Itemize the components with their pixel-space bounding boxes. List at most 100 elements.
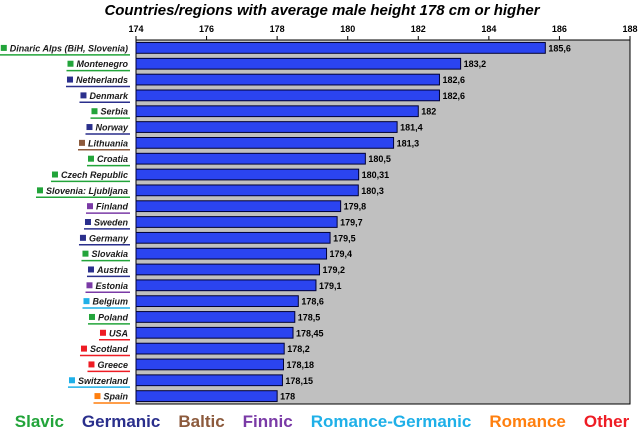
legend-item-germanic: Germanic bbox=[81, 412, 161, 431]
data-label: 178,45 bbox=[296, 328, 324, 338]
data-label: 182,6 bbox=[442, 75, 465, 85]
category-label: Spain bbox=[103, 392, 128, 402]
chart-title: Countries/regions with average male heig… bbox=[104, 2, 540, 19]
data-label: 179,1 bbox=[319, 281, 342, 291]
group-marker bbox=[87, 203, 93, 210]
category-label: Slovenia: Ljubljana bbox=[46, 186, 128, 196]
bar bbox=[135, 247, 328, 260]
data-label: 182,6 bbox=[442, 91, 465, 101]
category-label: Estonia bbox=[95, 281, 128, 291]
category-label: Switzerland bbox=[78, 376, 129, 386]
bar bbox=[135, 105, 419, 118]
group-marker bbox=[94, 393, 101, 400]
bar bbox=[135, 295, 299, 308]
data-label: 178,5 bbox=[298, 312, 321, 322]
data-label: 178,18 bbox=[286, 360, 314, 370]
x-tick-label: 174 bbox=[128, 24, 143, 34]
data-label: 183,2 bbox=[464, 59, 487, 69]
group-marker bbox=[80, 92, 87, 99]
data-label: 182 bbox=[421, 107, 436, 117]
category-label: Denmark bbox=[89, 91, 129, 101]
bar bbox=[135, 216, 338, 228]
bar bbox=[135, 184, 359, 197]
group-marker bbox=[66, 76, 73, 83]
data-label: 180,31 bbox=[362, 170, 390, 180]
data-label: 179,7 bbox=[340, 218, 363, 228]
category-label: Netherlands bbox=[76, 75, 128, 85]
data-label: 185,6 bbox=[548, 43, 571, 53]
bar bbox=[135, 358, 284, 371]
group-marker bbox=[79, 234, 86, 241]
bar bbox=[135, 311, 296, 323]
group-marker bbox=[80, 345, 87, 352]
category-label: Montenegro bbox=[77, 59, 129, 69]
data-label: 178,15 bbox=[285, 376, 313, 386]
group-marker bbox=[67, 60, 74, 67]
bar bbox=[135, 342, 285, 355]
legend: Slavic Germanic Baltic Finnic Romance-German… bbox=[0, 408, 644, 436]
x-tick-label: 186 bbox=[552, 24, 567, 34]
data-label: 179,2 bbox=[322, 265, 345, 275]
legend-item-finnic: Finnic bbox=[242, 412, 293, 431]
group-marker bbox=[82, 250, 89, 257]
data-label: 179,5 bbox=[333, 233, 356, 243]
bar bbox=[135, 136, 395, 149]
group-marker bbox=[79, 139, 85, 146]
category-label: Belgium bbox=[92, 297, 128, 307]
bar bbox=[135, 73, 440, 86]
bar bbox=[135, 263, 320, 276]
category-label: Lithuania bbox=[88, 138, 128, 148]
category-label: Greece bbox=[97, 360, 128, 370]
group-marker bbox=[68, 377, 75, 384]
category-label: Poland bbox=[98, 312, 129, 322]
category-label: Norway bbox=[95, 123, 129, 133]
group-marker bbox=[86, 124, 93, 131]
bar bbox=[135, 121, 398, 133]
category-label: Croatia bbox=[97, 154, 128, 164]
category-label: USA bbox=[109, 328, 128, 338]
x-tick-label: 176 bbox=[199, 24, 214, 34]
bar bbox=[135, 326, 294, 339]
bar bbox=[135, 42, 546, 54]
legend-item-slavic: Slavic bbox=[14, 412, 64, 431]
bar bbox=[135, 390, 278, 402]
group-marker bbox=[99, 329, 106, 336]
x-tick-label: 182 bbox=[411, 24, 426, 34]
group-marker bbox=[87, 155, 94, 162]
category-label: Czech Republic bbox=[61, 170, 128, 180]
legend-item-romance-germanic: Romance-Germanic bbox=[310, 412, 472, 431]
group-marker bbox=[88, 313, 95, 320]
category-label: Slovakia bbox=[91, 249, 128, 259]
category-label: Dinaric Alps (BiH, Slovenia) bbox=[10, 43, 128, 53]
group-marker bbox=[87, 266, 94, 273]
legend-item-romance: Romance bbox=[489, 412, 566, 431]
bar bbox=[135, 168, 360, 181]
data-label: 180,3 bbox=[361, 186, 384, 196]
data-label: 178,6 bbox=[301, 297, 324, 307]
group-marker bbox=[88, 361, 95, 368]
group-marker bbox=[84, 219, 91, 225]
data-label: 181,3 bbox=[397, 138, 420, 148]
category-label: Germany bbox=[89, 233, 129, 243]
category-label: Austria bbox=[96, 265, 128, 275]
group-marker bbox=[51, 171, 58, 178]
data-label: 179,4 bbox=[330, 249, 353, 259]
x-tick-label: 178 bbox=[270, 24, 285, 34]
data-label: 179,8 bbox=[344, 202, 367, 212]
category-label: Sweden bbox=[94, 218, 129, 228]
bar bbox=[135, 57, 462, 70]
category-label: Serbia bbox=[100, 107, 128, 117]
bar bbox=[135, 374, 283, 387]
bar bbox=[135, 200, 342, 213]
data-label: 178,2 bbox=[287, 344, 310, 354]
group-marker bbox=[0, 44, 7, 51]
group-marker bbox=[86, 282, 93, 289]
legend-item-baltic: Baltic bbox=[178, 412, 225, 431]
bar bbox=[135, 89, 440, 102]
category-label: Scotland bbox=[90, 344, 129, 354]
bar bbox=[135, 231, 331, 244]
category-label: Finland bbox=[96, 202, 128, 212]
group-marker bbox=[91, 108, 98, 115]
group-marker bbox=[36, 187, 43, 194]
